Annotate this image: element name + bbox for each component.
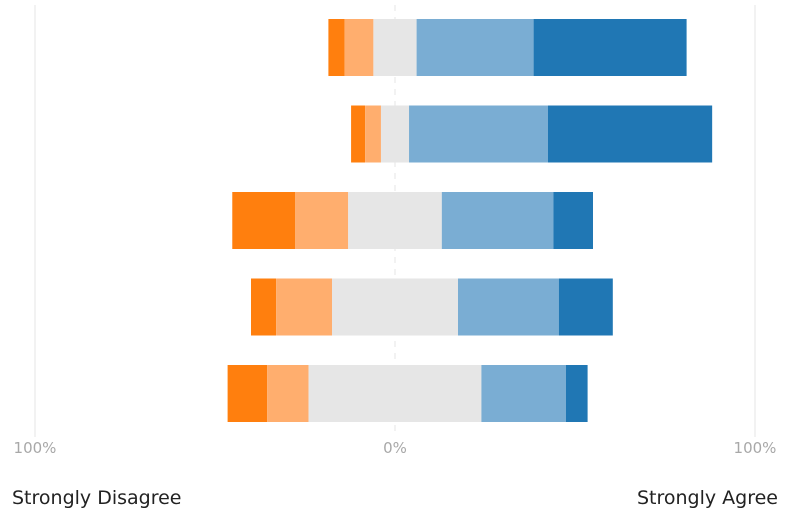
bar-row-2-disagree bbox=[365, 105, 381, 163]
bar-row-3-agree bbox=[441, 192, 554, 249]
bar-row-2-strongly-agree bbox=[548, 105, 713, 163]
bar-row-2-strongly-disagree bbox=[351, 105, 366, 163]
x-tick-label-2: 100% bbox=[734, 439, 777, 457]
bar-row-1-agree bbox=[416, 19, 534, 76]
bar-row-2 bbox=[351, 105, 713, 163]
strongly-disagree-label: Strongly Disagree bbox=[12, 487, 182, 509]
bar-row-4-disagree bbox=[276, 278, 332, 336]
bar-row-4-strongly-agree bbox=[558, 278, 613, 336]
bar-row-5-strongly-disagree bbox=[227, 365, 268, 422]
bar-row-2-agree bbox=[409, 105, 548, 163]
bar-row-2-neutral bbox=[380, 105, 410, 163]
bar-row-4 bbox=[251, 278, 613, 336]
bar-row-4-agree bbox=[458, 278, 559, 336]
bar-rows bbox=[227, 19, 713, 422]
bar-row-5 bbox=[227, 365, 588, 422]
x-tick-label-1: 0% bbox=[383, 439, 407, 457]
bar-row-3-strongly-disagree bbox=[232, 192, 296, 249]
bar-row-5-agree bbox=[481, 365, 566, 422]
bar-row-3-neutral bbox=[348, 192, 442, 249]
bar-row-1-disagree bbox=[344, 19, 374, 76]
x-tick-label-0: 100% bbox=[14, 439, 57, 457]
bar-row-1-strongly-agree bbox=[533, 19, 687, 76]
chart-canvas: 100% 0% 100% bbox=[14, 5, 777, 457]
bar-row-1-neutral bbox=[373, 19, 417, 76]
bar-row-3-disagree bbox=[295, 192, 349, 249]
strongly-agree-label: Strongly Agree bbox=[636, 487, 778, 509]
bar-row-1-strongly-disagree bbox=[328, 19, 345, 76]
x-axis-ticks: 100% 0% 100% bbox=[14, 439, 777, 457]
bar-row-5-neutral bbox=[308, 365, 482, 422]
bar-row-3-strongly-agree bbox=[553, 192, 593, 249]
bar-row-1 bbox=[328, 19, 687, 76]
bar-row-5-disagree bbox=[267, 365, 309, 422]
bar-row-4-neutral bbox=[332, 278, 458, 336]
bar-row-3 bbox=[232, 192, 593, 249]
bar-row-4-strongly-disagree bbox=[251, 278, 277, 336]
bar-row-5-strongly-agree bbox=[566, 365, 588, 422]
